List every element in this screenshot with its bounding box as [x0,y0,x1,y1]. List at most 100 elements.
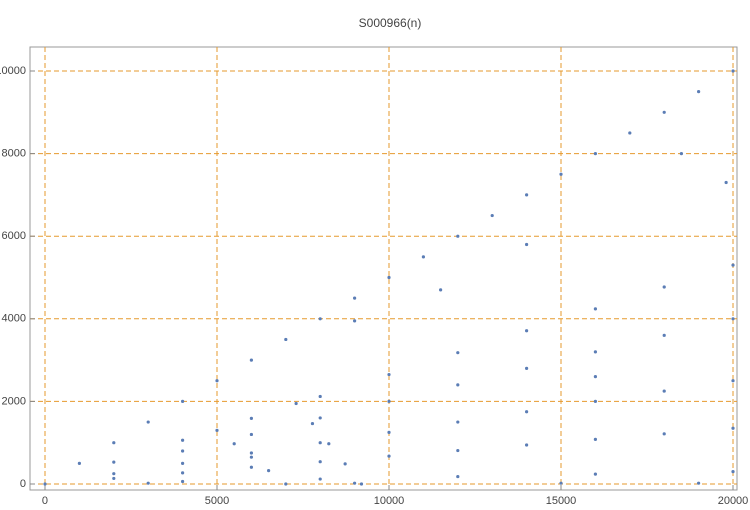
point [359,482,364,486]
point [387,430,391,434]
point [318,460,322,464]
y-tick-label: 10000 [0,65,26,77]
point [525,443,529,447]
point [112,460,116,464]
point [112,476,116,481]
point [249,358,254,362]
point [387,275,391,280]
point [697,90,701,94]
y-tick-label: 0 [20,478,26,490]
point [112,472,116,476]
point [318,394,322,399]
x-tick-label: 20000 [718,495,749,507]
point [456,234,460,238]
point [593,350,598,354]
y-tick-label: 6000 [2,230,26,242]
point [310,421,315,426]
point [731,317,735,321]
point [593,375,598,379]
point [525,242,529,247]
point [318,416,322,420]
point [593,437,598,442]
y-tick-label: 4000 [2,313,26,325]
point [267,468,271,473]
point [353,481,357,485]
point [662,333,666,337]
point [593,399,598,404]
point [679,151,684,156]
point [456,383,460,387]
point [724,180,728,185]
point [249,432,254,437]
point [456,474,460,479]
point [387,399,391,404]
point [731,69,735,73]
y-tick-label: 8000 [2,148,26,160]
point [318,441,322,445]
point [731,470,735,474]
point [421,255,426,259]
point [181,438,185,442]
point [146,420,150,424]
point [353,296,357,300]
x-tick-label: 5000 [205,495,229,507]
chart-title: S000966(n) [359,16,422,30]
point [525,410,529,414]
point [343,462,347,466]
point [456,420,460,424]
point [181,461,185,465]
y-tick-label: 2000 [2,395,26,407]
point [43,482,47,486]
point [215,379,219,383]
point [662,285,666,289]
point [284,337,288,342]
point [181,471,185,475]
point [525,329,529,333]
point [456,351,460,355]
point [294,401,298,406]
point [628,131,632,135]
point [731,379,735,383]
point [593,151,598,156]
point [559,481,563,485]
point [249,416,254,420]
point [662,432,666,436]
point [387,372,391,377]
point [181,479,185,484]
point [353,319,357,323]
point [181,449,185,453]
point [249,465,254,469]
point [662,389,666,393]
point [249,451,254,455]
point [181,399,185,404]
point [112,441,116,445]
point [525,366,529,370]
point [77,461,81,465]
point [318,317,322,321]
point [490,213,494,218]
point [593,307,598,311]
point [215,428,219,432]
point [146,481,150,485]
point [318,477,322,481]
x-tick-label: 15000 [546,495,577,507]
point [525,193,529,197]
x-tick-label: 10000 [374,495,405,507]
point [232,442,236,446]
point [593,472,598,476]
point [439,288,443,292]
point [387,454,391,458]
point [731,426,735,430]
point [456,448,460,453]
x-tick-label: 0 [42,495,48,507]
point [284,482,288,486]
point [662,110,666,114]
point [731,263,735,267]
point [327,442,331,446]
point [249,455,254,459]
point [697,481,701,485]
plot-frame [29,46,738,491]
point [559,172,563,176]
